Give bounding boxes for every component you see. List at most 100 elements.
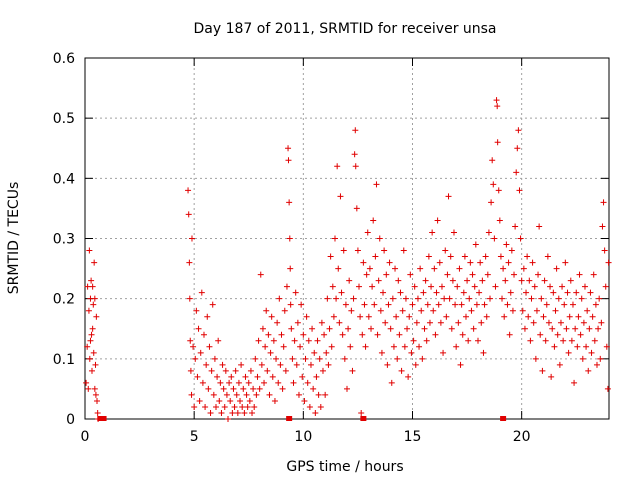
data-point bbox=[476, 289, 483, 296]
data-point bbox=[231, 403, 238, 410]
data-point bbox=[368, 325, 375, 332]
data-point bbox=[527, 337, 534, 344]
data-point bbox=[257, 271, 264, 278]
data-point bbox=[417, 265, 424, 272]
data-point bbox=[479, 277, 486, 284]
data-point bbox=[249, 409, 256, 416]
data-point bbox=[495, 187, 502, 194]
data-point bbox=[467, 259, 474, 266]
grid bbox=[85, 58, 609, 419]
x-axis-label: GPS time / hours bbox=[286, 459, 403, 475]
data-point bbox=[532, 355, 539, 362]
data-point bbox=[329, 283, 336, 290]
data-point bbox=[497, 253, 504, 260]
data-point bbox=[333, 295, 340, 302]
data-point bbox=[291, 337, 298, 344]
data-point bbox=[192, 355, 199, 362]
data-point bbox=[337, 193, 344, 200]
data-point bbox=[346, 277, 353, 284]
data-point bbox=[372, 253, 379, 260]
data-point bbox=[526, 277, 533, 284]
data-point bbox=[220, 385, 227, 392]
data-point bbox=[438, 283, 445, 290]
data-point bbox=[217, 379, 224, 386]
data-point bbox=[603, 343, 610, 350]
data-point bbox=[400, 247, 407, 254]
data-point bbox=[89, 325, 96, 332]
data-point bbox=[366, 265, 373, 272]
data-point bbox=[195, 325, 202, 332]
data-point bbox=[221, 403, 228, 410]
data-point bbox=[88, 367, 95, 374]
data-point bbox=[255, 337, 262, 344]
data-point bbox=[91, 385, 98, 392]
data-point bbox=[375, 277, 382, 284]
data-point bbox=[207, 409, 214, 416]
data-point bbox=[300, 331, 307, 338]
data-point bbox=[484, 271, 491, 278]
gap-marker bbox=[100, 416, 107, 421]
data-point bbox=[304, 379, 311, 386]
data-point bbox=[390, 343, 397, 350]
data-point bbox=[543, 301, 550, 308]
data-point bbox=[191, 403, 198, 410]
data-point bbox=[493, 97, 500, 104]
data-point bbox=[373, 181, 380, 188]
data-point bbox=[461, 253, 468, 260]
gap-marker bbox=[500, 416, 507, 421]
data-point bbox=[204, 313, 211, 320]
data-point bbox=[232, 367, 239, 374]
data-point bbox=[508, 247, 515, 254]
data-point bbox=[453, 343, 460, 350]
data-point bbox=[420, 289, 427, 296]
data-point bbox=[443, 313, 450, 320]
data-point bbox=[587, 289, 594, 296]
data-point bbox=[219, 361, 226, 368]
data-point bbox=[530, 319, 537, 326]
x-tick-label: 5 bbox=[190, 429, 199, 445]
data-point bbox=[359, 331, 366, 338]
data-point bbox=[267, 349, 274, 356]
data-point bbox=[252, 355, 259, 362]
data-point bbox=[556, 361, 563, 368]
data-point bbox=[287, 265, 294, 272]
data-point bbox=[89, 283, 96, 290]
data-point bbox=[465, 337, 472, 344]
data-point bbox=[541, 277, 548, 284]
data-point bbox=[566, 313, 573, 320]
data-point bbox=[384, 361, 391, 368]
data-point bbox=[293, 361, 300, 368]
x-tick-label: 15 bbox=[404, 429, 422, 445]
data-point bbox=[322, 391, 329, 398]
data-point bbox=[440, 349, 447, 356]
data-point bbox=[598, 319, 605, 326]
data-point bbox=[483, 313, 490, 320]
data-point bbox=[319, 367, 326, 374]
data-point bbox=[85, 385, 92, 392]
data-point bbox=[412, 361, 419, 368]
data-point bbox=[452, 301, 459, 308]
data-point bbox=[185, 187, 192, 194]
data-point bbox=[535, 271, 542, 278]
data-point bbox=[500, 265, 507, 272]
data-point bbox=[466, 295, 473, 302]
data-point bbox=[600, 199, 607, 206]
data-point bbox=[569, 301, 576, 308]
data-point bbox=[279, 385, 286, 392]
data-point bbox=[222, 367, 229, 374]
data-point bbox=[423, 337, 430, 344]
data-point bbox=[471, 283, 478, 290]
data-point bbox=[188, 391, 195, 398]
data-point bbox=[580, 319, 587, 326]
data-point bbox=[507, 289, 514, 296]
data-point bbox=[524, 253, 531, 260]
data-point bbox=[302, 355, 309, 362]
data-point bbox=[414, 295, 421, 302]
data-point bbox=[425, 253, 432, 260]
data-point bbox=[418, 307, 425, 314]
data-point bbox=[314, 337, 321, 344]
data-point bbox=[187, 337, 194, 344]
data-point bbox=[473, 301, 480, 308]
data-point bbox=[419, 355, 426, 362]
y-tick-label: 0.5 bbox=[53, 111, 75, 127]
